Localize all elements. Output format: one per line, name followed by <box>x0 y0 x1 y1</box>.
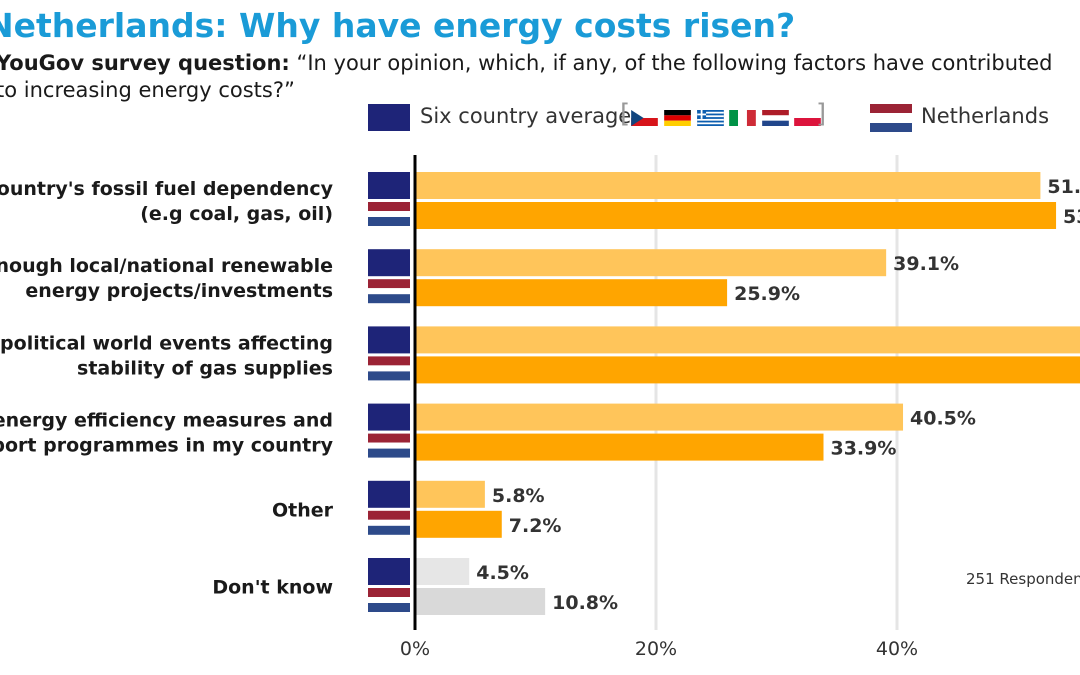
data-label: 40.5% <box>910 408 976 430</box>
data-label: 7.2% <box>509 515 562 537</box>
netherlands-flag-icon <box>368 211 410 217</box>
bar <box>415 326 1080 354</box>
legend-average-swatch <box>368 104 410 131</box>
category-label: Geopolitical world events affecting <box>0 332 333 354</box>
data-label: 4.5% <box>476 562 529 584</box>
data-label: 51.9% <box>1047 176 1080 198</box>
bar <box>415 588 546 615</box>
x-tick-label: 20% <box>635 638 677 660</box>
x-tick-label: 0% <box>400 638 430 660</box>
netherlands-flag-icon <box>368 597 410 603</box>
bar <box>415 249 887 277</box>
average-swatch-icon <box>368 249 410 277</box>
category-label: Don't know <box>212 577 333 599</box>
netherlands-flag-icon <box>368 448 410 458</box>
data-label: 53.2% <box>1063 206 1080 228</box>
data-label: 5.8% <box>492 485 545 507</box>
netherlands-flag-icon <box>368 365 410 372</box>
legend-average-label: Six country average <box>420 104 632 128</box>
chart-title: Netherlands: Why have energy costs risen… <box>0 6 796 45</box>
average-swatch-icon <box>368 403 410 431</box>
data-label: 25.9% <box>734 283 800 305</box>
netherlands-flag-icon <box>368 525 410 535</box>
survey-question: YouGov survey question: “In your opinion… <box>0 50 1076 104</box>
netherlands-flag-icon <box>368 294 410 304</box>
netherlands-flag-icon <box>368 371 410 381</box>
data-label: 10.8% <box>552 592 618 614</box>
category-label: My country's fossil fuel dependency <box>0 178 334 200</box>
bar <box>415 356 1080 384</box>
legend-bracket-left: [ <box>620 99 631 129</box>
question-line1: “In your opinion, which, if any, of the … <box>289 51 1053 75</box>
respondent-count: 251 Respondents <box>966 570 1080 588</box>
bar <box>415 558 470 585</box>
average-swatch-icon <box>368 480 410 508</box>
data-label: 33.9% <box>830 438 896 460</box>
category-label: Not enough local/national renewable <box>0 255 333 277</box>
germany-flag-icon <box>664 110 691 126</box>
bar <box>415 172 1041 199</box>
netherlands-flag-icon <box>368 510 410 520</box>
category-label: stability of gas supplies <box>77 357 333 379</box>
bar <box>415 279 728 307</box>
italy-flag-icon <box>729 110 756 126</box>
category-label: Other <box>272 499 334 521</box>
bar <box>415 510 502 538</box>
x-tick-label: 40% <box>876 638 918 660</box>
question-line2: to increasing energy costs?” <box>0 78 295 102</box>
greece-flag-icon <box>697 110 724 126</box>
netherlands-flag-icon <box>368 279 410 289</box>
category-label: (e.g coal, gas, oil) <box>140 203 333 225</box>
netherlands-flag-icon <box>762 110 789 126</box>
question-prefix: YouGov survey question: <box>0 51 290 75</box>
data-label: 39.1% <box>893 253 959 275</box>
average-swatch-icon <box>368 172 410 199</box>
average-swatch-icon <box>368 326 410 354</box>
bar <box>415 480 485 508</box>
bar <box>415 202 1057 229</box>
netherlands-flag-icon <box>368 603 410 612</box>
bar <box>415 403 904 431</box>
category-label: support programmes in my country <box>0 435 334 457</box>
czech-flag-icon <box>631 110 658 126</box>
netherlands-flag-icon <box>368 356 410 366</box>
netherlands-flag-icon <box>368 288 410 295</box>
legend-bracket-right: ] <box>816 99 827 129</box>
netherlands-flag-icon <box>368 433 410 443</box>
category-label: Not enough energy efficiency measures an… <box>0 410 333 432</box>
legend-country-label: Netherlands <box>921 104 1050 128</box>
legend-netherlands-flag-icon <box>870 104 912 132</box>
netherlands-flag-icon <box>368 442 410 449</box>
average-swatch-icon <box>368 558 410 585</box>
bar <box>415 433 824 461</box>
netherlands-flag-icon <box>368 588 410 597</box>
netherlands-flag-icon <box>368 519 410 526</box>
category-label: energy projects/investments <box>25 280 333 302</box>
netherlands-flag-icon <box>368 217 410 226</box>
netherlands-flag-icon <box>368 202 410 211</box>
poland-flag-icon <box>794 110 821 126</box>
